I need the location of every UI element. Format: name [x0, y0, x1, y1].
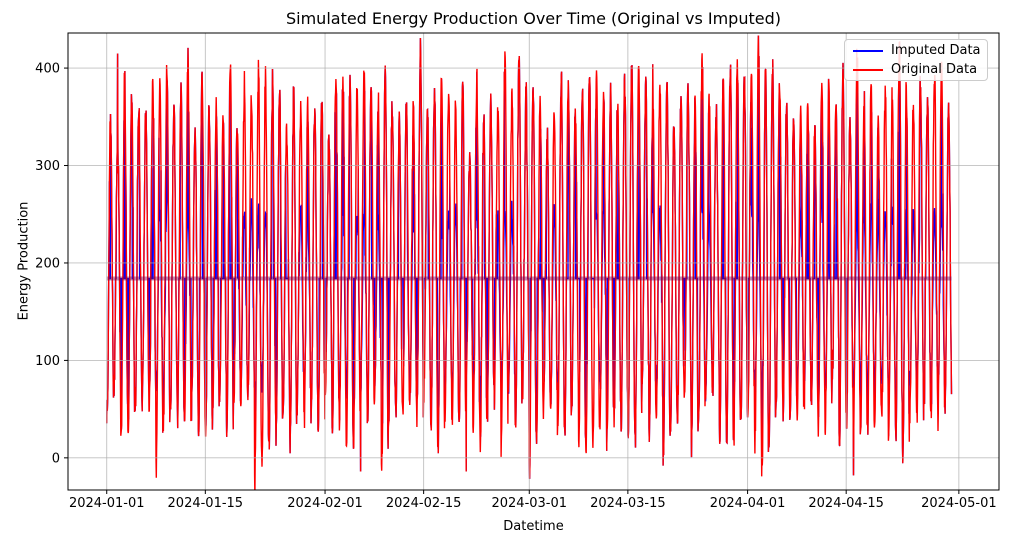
y-tick-label: 400 — [35, 62, 60, 77]
legend-entry-original: Original Data — [853, 62, 979, 77]
legend-label-original: Original Data — [891, 62, 978, 77]
legend-line-imputed-icon — [853, 49, 883, 52]
y-axis-label: Energy Production — [16, 201, 32, 321]
x-axis-label: Datetime — [503, 519, 564, 534]
x-tick-label: 2024-05-01 — [921, 496, 997, 511]
x-tick-label: 2024-02-15 — [386, 496, 462, 511]
y-tick-label: 100 — [35, 354, 60, 369]
y-tick-label: 200 — [35, 256, 60, 271]
x-tick-label: 2024-02-01 — [287, 496, 363, 511]
plot-border — [67, 32, 1000, 491]
x-tick-label: 2024-03-01 — [491, 496, 567, 511]
y-tick-label: 300 — [35, 159, 60, 174]
x-tick-label: 2024-04-15 — [808, 496, 884, 511]
x-tick-label: 2024-03-15 — [590, 496, 666, 511]
y-tick-label: 0 — [52, 451, 60, 466]
legend-line-original-icon — [853, 68, 883, 71]
x-tick-label: 2024-01-15 — [168, 496, 244, 511]
legend: Imputed Data Original Data — [844, 39, 988, 81]
legend-label-imputed: Imputed Data — [891, 43, 981, 58]
legend-entry-imputed: Imputed Data — [853, 43, 981, 58]
x-tick-label: 2024-04-01 — [710, 496, 786, 511]
x-tick-label: 2024-01-01 — [69, 496, 145, 511]
chart-title: Simulated Energy Production Over Time (O… — [285, 9, 781, 28]
